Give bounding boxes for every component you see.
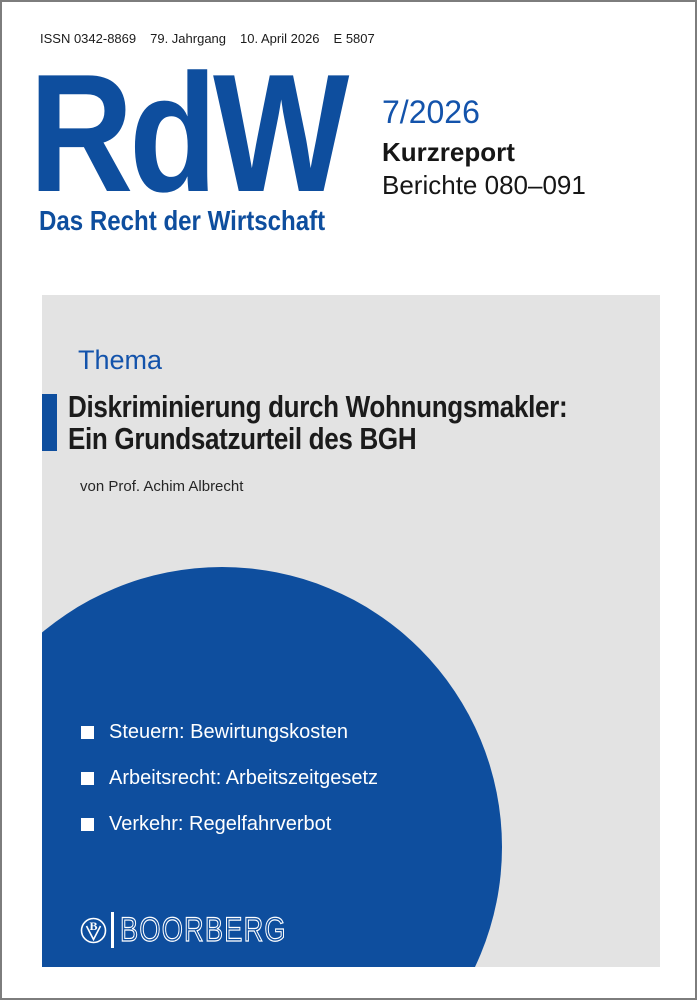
square-bullet-icon — [81, 817, 94, 831]
feature-panel: Thema Diskriminierung durch Wohnungsmakl… — [42, 295, 660, 967]
kicker-thema: Thema — [78, 345, 163, 375]
title-accent-bar — [42, 394, 57, 451]
issue-number: 7/2026 — [382, 94, 480, 130]
journal-logo: RdW — [29, 39, 349, 227]
list-item: Verkehr: Regelfahrverbot — [81, 812, 378, 836]
publisher-logo: B BOORBERG — [80, 912, 328, 948]
volume-label: 79. Jahrgang — [150, 31, 227, 46]
topic-label: Steuern: Bewirtungskosten — [109, 721, 349, 743]
list-item: Steuern: Bewirtungskosten — [81, 720, 378, 744]
feature-byline: von Prof. Achim Albrecht — [80, 478, 244, 495]
square-bullet-icon — [81, 771, 94, 785]
feature-title-line1: Diskriminierung durch Wohnungsmakler: — [68, 389, 568, 424]
publisher-name: BOORBERG — [119, 911, 287, 949]
publisher-emblem-icon: B — [80, 917, 107, 943]
topic-label: Verkehr: Regelfahrverbot — [109, 813, 332, 835]
section-title: Kurzreport — [382, 137, 515, 167]
list-item: Arbeitsrecht: Arbeitszeitgesetz — [81, 766, 378, 790]
topic-label: Arbeitsrecht: Arbeitszeitgesetz — [109, 767, 379, 789]
topics-list: Steuern: Bewirtungskosten Arbeitsrecht: … — [81, 720, 378, 858]
issn-label: ISSN 0342-8869 — [40, 31, 137, 46]
postal-code-label: E 5807 — [333, 31, 375, 46]
issue-block: 7/2026 Kurzreport Berichte 080–091 — [382, 96, 586, 198]
square-bullet-icon — [81, 725, 94, 739]
publisher-divider — [111, 912, 114, 948]
issue-meta-line: ISSN 0342-8869 79. Jahrgang 10. April 20… — [40, 31, 375, 46]
feature-title: Diskriminierung durch Wohnungsmakler: Ei… — [68, 389, 568, 456]
feature-title-line2: Ein Grundsatzurteil des BGH — [68, 421, 417, 456]
reports-range: Berichte 080–091 — [382, 170, 586, 200]
svg-text:B: B — [89, 919, 97, 933]
journal-tagline: Das Recht der Wirtschaft — [39, 205, 326, 236]
issue-date-label: 10. April 2026 — [240, 31, 320, 46]
